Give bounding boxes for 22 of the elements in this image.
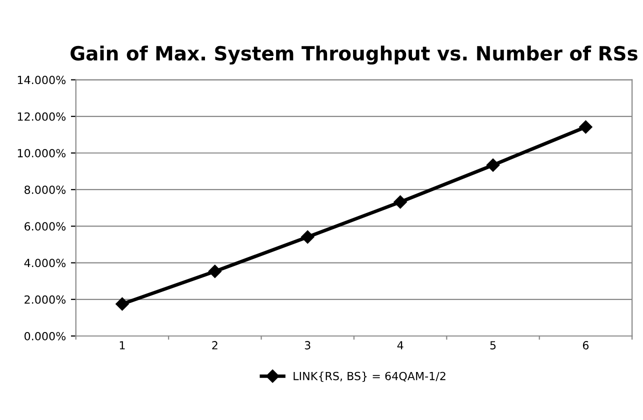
- y-tick-label: 4.000%: [24, 258, 66, 268]
- x-tick-label: 3: [304, 341, 310, 350]
- point: [116, 297, 129, 311]
- point: [208, 264, 222, 278]
- y-tick-label: 0.000%: [24, 332, 66, 340]
- y-tick-label: 2.000%: [24, 295, 66, 304]
- point: [486, 158, 500, 172]
- chart-title: Gain of Max. System Throughput vs. Number of RSs: [70, 46, 638, 65]
- x-tick-label: 2: [212, 341, 218, 350]
- y-tick-label: 10.000%: [18, 148, 66, 158]
- y-tick-label: 8.000%: [24, 186, 66, 194]
- legend-label: LINK{RS, BS} = 64QAM-1/2: [294, 372, 446, 382]
- y-tick-label: 12.000%: [18, 112, 66, 121]
- point: [394, 195, 407, 209]
- x-tick-label: 6: [582, 341, 589, 350]
- x-tick-label: 5: [490, 341, 496, 350]
- y-tick-label: 6.000%: [24, 222, 66, 231]
- x-tick-label: 4: [397, 341, 404, 350]
- point: [579, 120, 592, 134]
- y-tick-label: 14.000%: [18, 76, 66, 84]
- point: [301, 230, 314, 244]
- x-tick-label: 1: [120, 341, 125, 350]
